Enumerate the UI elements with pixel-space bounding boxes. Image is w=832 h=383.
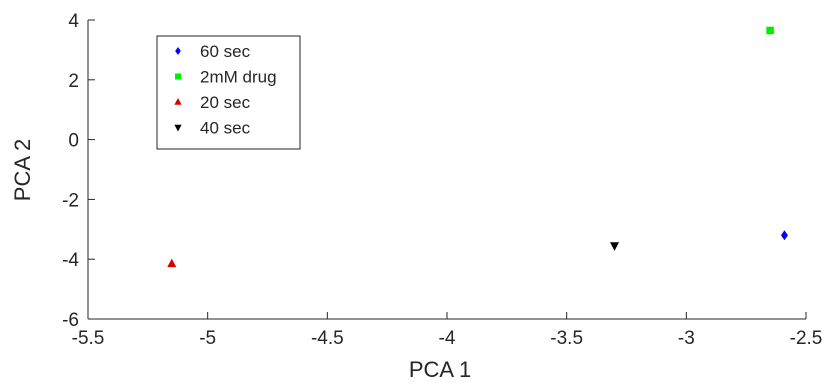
data-point (610, 242, 620, 251)
legend-marker (174, 124, 182, 132)
data-points (167, 26, 788, 268)
x-tick-label: -4.5 (311, 328, 344, 349)
legend: 60 sec 2mM drug 20 sec 40 sec (156, 35, 301, 150)
x-tick-label: -5 (199, 328, 216, 349)
x-tick-label: -3.5 (550, 328, 583, 349)
x-tick-label: -3 (678, 328, 695, 349)
x-axis-title: PCA 1 (409, 357, 471, 382)
y-tick-label: 0 (68, 131, 79, 152)
legend-marker (175, 73, 181, 80)
legend-marker (174, 98, 182, 105)
y-tick-label: -6 (62, 310, 79, 331)
ticks: -5.5 -5 -4.5 -4 -3.5 -3 -2.5 -6 -4 -2 0 2 4 (62, 11, 822, 349)
x-tick-label: -5.5 (72, 328, 105, 349)
y-tick-label: -2 (62, 190, 79, 211)
y-tick-label: -4 (62, 250, 79, 271)
legend-box (156, 35, 301, 150)
data-point (766, 26, 774, 35)
legend-label: 40 sec (200, 119, 251, 138)
x-tick-label: -4 (439, 328, 456, 349)
y-tick-label: 4 (68, 11, 79, 32)
y-tick-label: 2 (68, 71, 79, 92)
legend-label: 20 sec (200, 93, 251, 112)
x-tick-label: -2.5 (790, 328, 823, 349)
legend-label: 60 sec (200, 42, 251, 61)
legend-label: 2mM drug (200, 68, 277, 87)
y-axis-title: PCA 2 (10, 139, 35, 201)
legend-marker (175, 47, 181, 55)
data-point (167, 258, 177, 268)
data-point (780, 230, 788, 241)
